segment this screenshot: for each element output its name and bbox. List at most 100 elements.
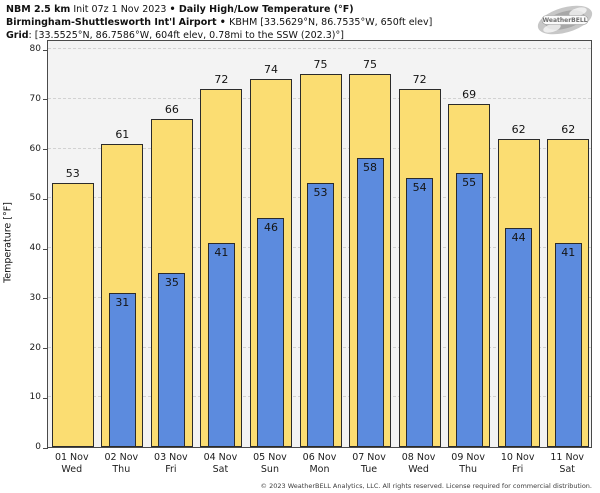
y-axis-title: Temperature [°F]	[2, 202, 14, 283]
y-tick-mark-20	[43, 348, 48, 349]
y-tick-mark-60	[43, 149, 48, 150]
x-label-day: Thu	[459, 464, 478, 475]
high-value-label: 72	[214, 72, 229, 86]
weatherbell-logo: WeatherBELL	[537, 5, 593, 35]
x-axis-label: 11 Nov Sat	[542, 452, 592, 476]
x-label-date: 09 Nov	[451, 452, 485, 463]
high-bar	[51, 183, 94, 447]
y-tick-mark-10	[43, 397, 48, 399]
copyright-notice: © 2023 WeatherBELL Analytics, LLC. All r…	[260, 482, 592, 490]
low-value-label: 41	[214, 246, 229, 260]
y-tick-label-20: 20	[29, 342, 41, 353]
x-label-day: Fri	[165, 464, 177, 475]
x-label-day: Fri	[512, 464, 524, 475]
x-label-day: Sun	[260, 464, 279, 475]
high-value-label: 53	[65, 167, 80, 181]
header-line-3: Grid: [33.5525°N, 86.7586°W, 604ft elev,…	[6, 29, 344, 42]
high-value-label: 61	[115, 127, 130, 141]
x-axis-label: 09 Nov Thu	[443, 452, 493, 476]
x-axis-label: 03 Nov Fri	[146, 452, 196, 476]
bullet-separator: •	[169, 4, 179, 15]
low-bar	[108, 292, 136, 447]
x-axis-label: 10 Nov Fri	[493, 452, 543, 476]
y-tick-label-50: 50	[29, 193, 41, 204]
low-bar	[505, 228, 533, 447]
high-value-label: 69	[462, 87, 477, 101]
model-name: NBM 2.5 km	[6, 4, 71, 15]
low-value-label: 41	[561, 246, 576, 260]
x-label-date: 04 Nov	[203, 452, 238, 463]
low-value-label: 46	[263, 221, 278, 235]
x-label-day: Sat	[212, 464, 229, 475]
logo-text: WeatherBELL	[542, 17, 587, 24]
header-line-1: NBM 2.5 km Init 07z 1 Nov 2023 • Daily H…	[6, 3, 354, 16]
x-label-date: 03 Nov	[154, 452, 188, 463]
x-axis-label: 08 Nov Wed	[394, 452, 444, 476]
x-label-day: Wed	[408, 464, 429, 475]
x-axis-label: 04 Nov Sat	[195, 452, 245, 476]
low-value-label: 58	[363, 161, 378, 175]
x-label-day: Thu	[112, 464, 131, 475]
x-label-date: 10 Nov	[500, 452, 535, 463]
low-value-label: 44	[511, 231, 526, 245]
y-tick-mark-30	[43, 298, 48, 300]
y-tick-label-10: 10	[29, 392, 41, 403]
x-label-date: 08 Nov	[401, 452, 436, 463]
high-value-label: 74	[263, 62, 278, 76]
high-value-label: 72	[412, 72, 427, 86]
x-label-date: 06 Nov	[302, 452, 337, 463]
x-label-day: Wed	[61, 464, 83, 475]
high-value-label: 66	[164, 102, 179, 116]
y-tick-label-30: 30	[29, 292, 41, 303]
low-bar	[158, 272, 186, 447]
x-label-day: Mon	[309, 464, 330, 475]
plot-area: 53 61 31 66 35 72 41 74 46 75 53 75 58 72 54 69 55 62 44 62…	[47, 40, 592, 448]
y-tick-mark-80	[43, 49, 48, 51]
chart-title: Daily High/Low Temperature (°F)	[178, 4, 354, 15]
grid-label: Grid	[6, 30, 29, 41]
x-axis-label: 01 Nov Wed	[47, 452, 97, 476]
low-bar	[406, 178, 434, 447]
x-label-date: 07 Nov	[352, 452, 386, 463]
low-value-label: 54	[412, 181, 427, 195]
gridline-80	[48, 48, 591, 49]
x-axis-label: 05 Nov Sun	[245, 452, 295, 476]
x-axis-label: 07 Nov Tue	[344, 452, 394, 476]
y-tick-label-40: 40	[29, 243, 41, 253]
high-value-label: 75	[313, 57, 328, 71]
x-label-day: Tue	[360, 464, 378, 475]
low-bar	[207, 243, 235, 447]
high-value-label: 62	[511, 122, 526, 136]
y-tick-label-60: 60	[29, 143, 41, 154]
low-value-label: 35	[164, 275, 179, 289]
high-value-label: 62	[561, 122, 576, 136]
low-value-label: 53	[313, 186, 328, 200]
low-bar	[307, 183, 334, 447]
station-details: KBHM [33.5629°N, 86.7535°W, 650ft elev]	[229, 17, 433, 28]
low-value-label: 31	[115, 295, 130, 309]
y-tick-label-0: 0	[35, 442, 41, 452]
x-label-day: Sat	[559, 464, 575, 475]
header-line-2: Birmingham-Shuttlesworth Int'l Airport •…	[6, 16, 432, 29]
y-tick-mark-0	[43, 447, 48, 449]
x-axis-label: 02 Nov Thu	[96, 452, 146, 476]
low-value-label: 55	[462, 176, 477, 190]
x-label-date: 05 Nov	[253, 452, 287, 463]
y-tick-mark-70	[43, 99, 48, 101]
y-tick-mark-40	[43, 248, 48, 250]
x-label-date: 11 Nov	[550, 452, 585, 463]
bullet-separator-2: •	[216, 17, 230, 28]
init-time: Init 07z 1 Nov 2023	[70, 4, 170, 15]
x-axis-label: 06 Nov Mon	[295, 452, 345, 476]
high-value-label: 75	[363, 57, 378, 71]
y-tick-mark-50	[43, 198, 48, 200]
grid-details: : [33.5525°N, 86.7586°W, 604ft elev, 0.7…	[28, 30, 344, 41]
x-label-date: 02 Nov	[104, 452, 139, 463]
low-bar	[554, 243, 582, 447]
low-bar	[257, 218, 285, 447]
y-tick-label-70: 70	[29, 93, 41, 104]
x-label-date: 01 Nov	[54, 452, 89, 463]
y-tick-label-80: 80	[29, 44, 41, 54]
station-name: Birmingham-Shuttlesworth Int'l Airport	[6, 17, 217, 28]
